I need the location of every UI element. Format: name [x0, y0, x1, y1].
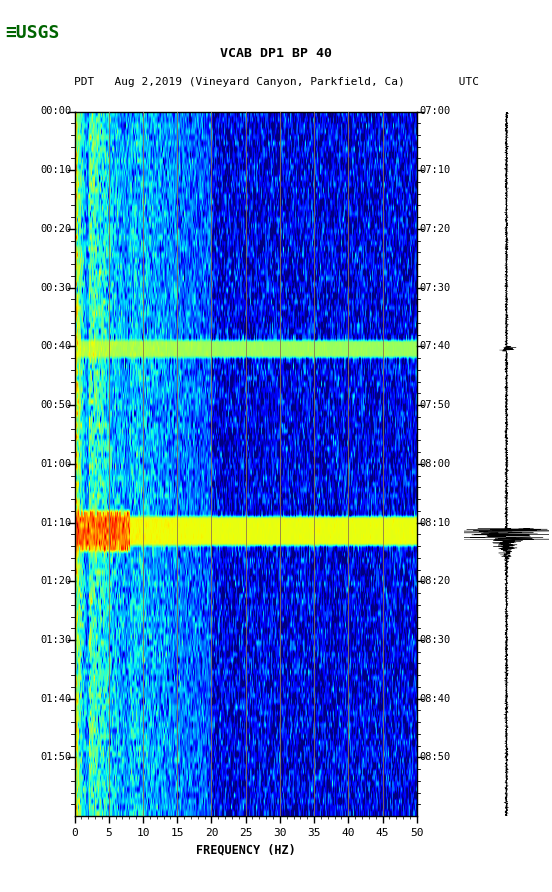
Text: 08:40: 08:40 — [420, 694, 451, 704]
Text: 00:30: 00:30 — [40, 283, 72, 293]
Text: 00:10: 00:10 — [40, 165, 72, 175]
Text: 07:40: 07:40 — [420, 342, 451, 351]
Text: 08:10: 08:10 — [420, 517, 451, 527]
Text: 07:20: 07:20 — [420, 224, 451, 234]
Text: 00:40: 00:40 — [40, 342, 72, 351]
Text: 07:30: 07:30 — [420, 283, 451, 293]
Text: 00:20: 00:20 — [40, 224, 72, 234]
X-axis label: FREQUENCY (HZ): FREQUENCY (HZ) — [196, 844, 295, 856]
Text: 01:20: 01:20 — [40, 576, 72, 586]
Text: ≡USGS: ≡USGS — [6, 24, 60, 43]
Text: 00:00: 00:00 — [40, 106, 72, 117]
Text: 07:10: 07:10 — [420, 165, 451, 175]
Text: 08:50: 08:50 — [420, 753, 451, 763]
Text: 07:00: 07:00 — [420, 106, 451, 117]
Text: 08:20: 08:20 — [420, 576, 451, 586]
Text: 08:00: 08:00 — [420, 458, 451, 469]
Text: VCAB DP1 BP 40: VCAB DP1 BP 40 — [220, 46, 332, 60]
Text: 08:30: 08:30 — [420, 635, 451, 645]
Text: 01:40: 01:40 — [40, 694, 72, 704]
Text: 01:30: 01:30 — [40, 635, 72, 645]
Text: 01:00: 01:00 — [40, 458, 72, 469]
Text: 01:50: 01:50 — [40, 753, 72, 763]
Text: 07:50: 07:50 — [420, 401, 451, 410]
Text: PDT   Aug 2,2019 (Vineyard Canyon, Parkfield, Ca)        UTC: PDT Aug 2,2019 (Vineyard Canyon, Parkfie… — [73, 77, 479, 87]
Text: 00:50: 00:50 — [40, 401, 72, 410]
Text: 01:10: 01:10 — [40, 517, 72, 527]
